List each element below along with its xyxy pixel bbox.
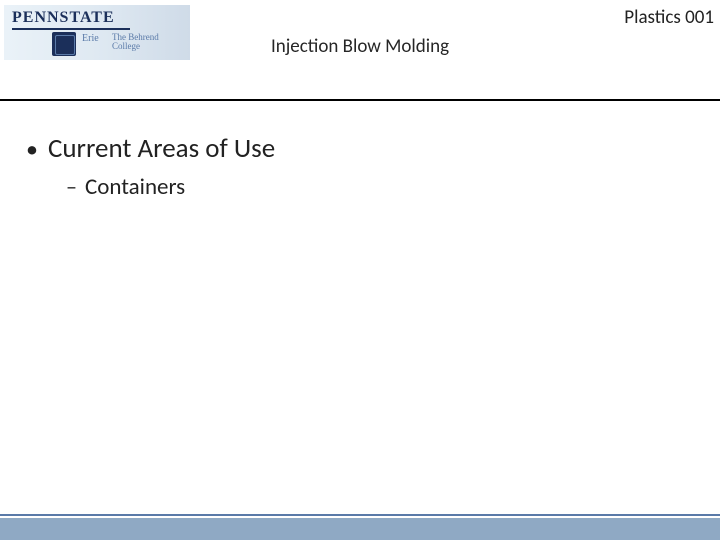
- content-area: • Current Areas of Use – Containers: [26, 118, 275, 201]
- footer-band: [0, 518, 720, 540]
- bullet-dash-icon: –: [66, 173, 77, 200]
- course-label: Plastics 001: [624, 6, 714, 29]
- bullet-level2: – Containers: [66, 173, 275, 201]
- bullet-dot-icon: •: [26, 138, 38, 162]
- slide-title: Injection Blow Molding: [0, 35, 720, 58]
- header: PENNSTATE Erie The Behrend College Plast…: [0, 0, 720, 62]
- bullet-level1: • Current Areas of Use: [26, 132, 275, 165]
- logo-wordmark: PENNSTATE: [12, 9, 115, 27]
- bullet-l2-text: Containers: [85, 173, 185, 201]
- logo-underline: [12, 28, 130, 30]
- slide: PENNSTATE Erie The Behrend College Plast…: [0, 0, 720, 540]
- top-divider: [0, 99, 720, 101]
- bullet-l1-text: Current Areas of Use: [48, 132, 275, 165]
- bottom-divider: [0, 514, 720, 516]
